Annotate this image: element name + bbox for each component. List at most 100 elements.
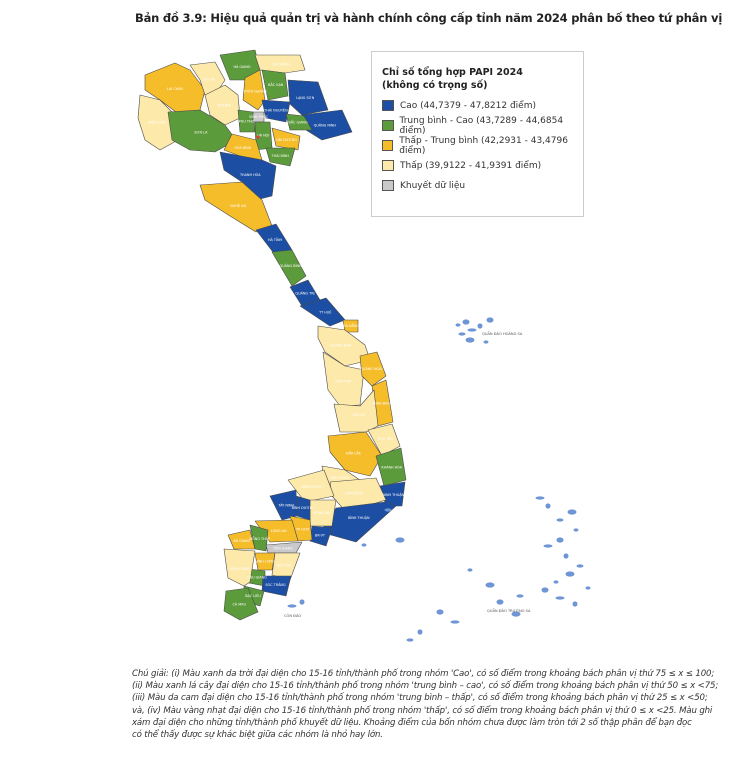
island [496, 599, 504, 605]
caption-line: và, (iv) Màu vàng nhạt đại diện cho 15-1… [132, 705, 713, 716]
province-41 [269, 489, 298, 521]
island [458, 332, 466, 336]
legend-item-trung-binh-cao: Trung bình - Cao (43,7289 - 44,6854 điểm… [382, 116, 583, 136]
capital-marker-icon [256, 135, 260, 139]
province-32 [327, 431, 383, 477]
island [465, 337, 475, 343]
province-17 [271, 127, 301, 151]
province-46 [249, 524, 269, 552]
legend-swatch [382, 140, 394, 151]
island [477, 323, 483, 329]
island [483, 340, 489, 344]
province-label: AN GIANG [233, 539, 250, 543]
province-label: HẬU GIANG [247, 574, 267, 579]
province-label: BÌNH ĐỊNH [373, 401, 392, 406]
province-27 [322, 351, 365, 407]
island [572, 601, 578, 607]
province-label: HÀ TĨNH [268, 237, 283, 242]
legend-label: Cao (44,7379 - 47,8212 điểm) [400, 100, 536, 111]
province-label: SƠN LA [194, 131, 208, 135]
island [436, 609, 444, 615]
province-label: BẾN TRE [277, 561, 292, 567]
spratly-label: QUẦN ĐẢO TRƯỜNG SA [487, 608, 531, 613]
island [556, 537, 564, 543]
province-33 [375, 447, 407, 487]
legend-item-khuyet: Khuyết dữ liệu [382, 179, 583, 192]
province-label: LÂM ĐỒNG [345, 491, 364, 496]
province-18 [265, 147, 296, 167]
province-51 [261, 575, 292, 597]
province-7 [261, 69, 289, 101]
islands-layer [287, 317, 591, 642]
province-37 [287, 469, 335, 503]
island [417, 629, 423, 635]
legend-swatch [382, 100, 394, 111]
island [455, 323, 461, 327]
map-title: Bản đồ 3.9: Hiệu quả quản trị và hành ch… [135, 11, 723, 25]
province-label: QUẢNG TRỊ [295, 290, 314, 295]
island [450, 620, 460, 624]
caption-line: (iii) Màu da cam đại diện cho 15-16 tỉnh… [132, 693, 708, 704]
provinces-layer [137, 49, 407, 621]
province-label: ĐÀ NẴNG [343, 323, 359, 328]
legend-swatch [382, 160, 394, 171]
con-dao-label: CÔN ĐẢO [284, 613, 301, 618]
map-caption: Chú giải: (i) Màu xanh da trời đại diện … [132, 668, 732, 741]
province-label: BẮC GIANG [288, 120, 308, 125]
province-label: LONG AN [271, 529, 287, 533]
island [555, 596, 565, 600]
province-30 [333, 389, 379, 433]
province-label: TP HCM [295, 527, 309, 531]
province-label: QUẢNG NINH [314, 122, 337, 127]
legend-label: Khuyết dữ liệu [400, 180, 466, 191]
province-label: PHÚ THỌ [239, 119, 255, 124]
legend-item-thap-trung-binh: Thấp - Trung bình (42,2931 - 43,4796 điể… [382, 136, 583, 156]
province-54 [223, 548, 256, 587]
province-label: HÀ GIANG [233, 64, 250, 69]
province-label: KHÁNH HÒA [381, 465, 402, 470]
province-6 [242, 69, 266, 111]
province-label: QUẢNG BÌNH [279, 263, 302, 268]
island [541, 587, 549, 593]
province-label: VĨNH LONG [255, 559, 274, 564]
province-label: BR-VT [315, 533, 326, 537]
province-13 [285, 113, 313, 131]
legend-swatch [382, 120, 394, 131]
island [535, 496, 545, 500]
province-label: ĐỒNG NAI [313, 510, 330, 515]
province-label: VĨNH PHÚC [249, 114, 269, 119]
province-label: TUYÊN QUANG [241, 89, 267, 94]
island [467, 328, 477, 332]
caption-line: xám đại diện cho những tỉnh/thành phố kh… [132, 717, 692, 728]
paracel-label: QUẦN ĐẢO HOÀNG SA [482, 331, 523, 336]
legend: Chỉ số tổng hợp PAPI 2024 (không có trọn… [371, 51, 584, 217]
island [576, 564, 584, 568]
province-label: LÀO CAI [201, 77, 215, 82]
province-label: LAI CHÂU [167, 86, 184, 91]
province-53 [223, 587, 259, 621]
province-label: BẮC KẠN [268, 82, 284, 87]
province-labels: LAI CHÂU ĐIỆN BIÊN LÀO CAI YÊN BÁI HÀ GIANG C… [148, 62, 405, 607]
province-label: BÌNH THUẬN [348, 515, 370, 520]
province-label: KIÊN GIANG [230, 566, 250, 571]
province-label: THANH HÓA [239, 172, 261, 177]
island [585, 586, 591, 590]
province-label: CÀ MAU [232, 601, 246, 606]
province-label: QUẢNG NGÃI [360, 366, 382, 371]
province-31 [367, 423, 401, 457]
island [511, 611, 521, 617]
province-label: NGHỆ AN [230, 203, 246, 208]
island [467, 568, 473, 572]
island [545, 503, 551, 509]
province-label: SÓC TRĂNG [265, 582, 286, 587]
island [563, 553, 569, 559]
island [516, 594, 524, 598]
island [395, 537, 405, 543]
legend-subtitle: (không có trọng số) [382, 80, 488, 91]
province-19 [219, 151, 277, 201]
island [565, 571, 575, 577]
province-5 [254, 54, 306, 74]
province-label: NINH THUẬN [382, 492, 404, 497]
province-label: TÂY NINH [277, 503, 294, 508]
province-label: HÀ NỘI [257, 133, 269, 138]
